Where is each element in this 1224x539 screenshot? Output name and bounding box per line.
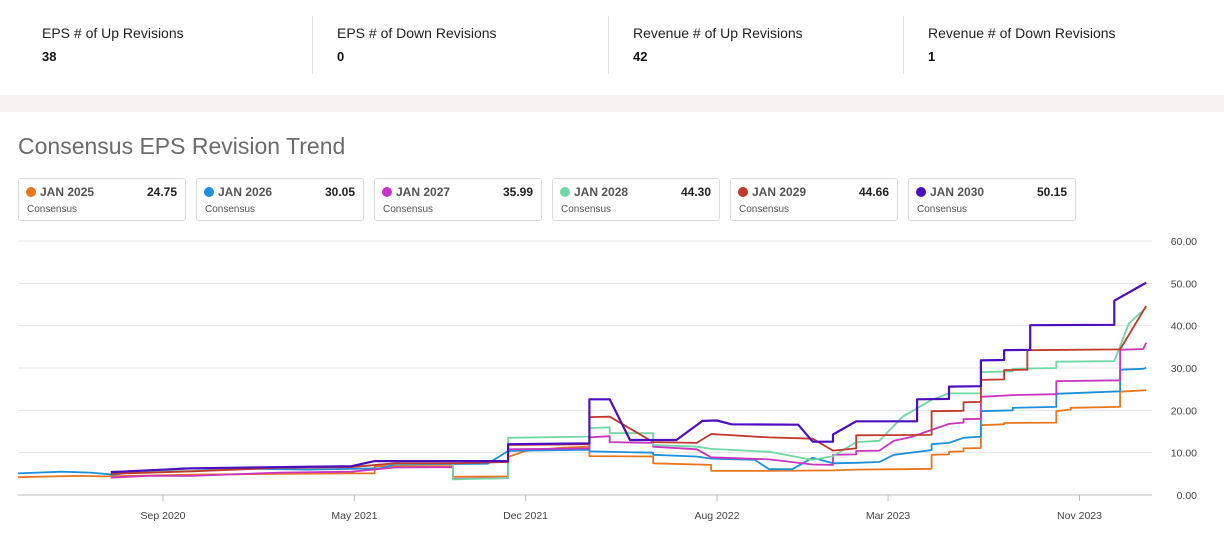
series-line-jan-2025[interactable] [17,389,1147,479]
revision-stats: EPS # of Up Revisions 38 EPS # of Down R… [0,0,1224,95]
y-tick-label: 10.00 [1171,448,1197,460]
stat-label: EPS # of Up Revisions [42,25,184,41]
legend-item-jan-2025[interactable]: JAN 2025 24.75 Consensus [18,178,186,221]
y-tick-label: 30.00 [1171,363,1197,375]
series-color-dot [916,187,926,197]
eps-down-revisions-stat: EPS # of Down Revisions 0 [312,0,608,75]
stat-value: 38 [42,49,57,64]
y-tick-label: 60.00 [1171,236,1197,248]
eps-up-revisions-stat: EPS # of Up Revisions 38 [0,0,312,75]
legend-series-value: 44.66 [858,185,889,199]
stat-divider [312,16,313,74]
x-axis-ticks: Sep 2020 May 2021 Dec 2021 Aug 2022 Mar 2023… [141,495,1102,522]
legend-series-name: JAN 2028 [574,185,629,199]
legend-series-value: 35.99 [502,185,533,199]
y-tick-label: 50.00 [1171,278,1197,290]
legend-item-jan-2030[interactable]: JAN 2030 50.15 Consensus [908,178,1076,221]
revenue-up-revisions-stat: Revenue # of Up Revisions 42 [608,0,903,75]
legend-series-value: 24.75 [146,185,177,199]
legend-series-value: 44.30 [680,185,711,199]
legend-series-sub: Consensus [917,204,968,215]
legend-series-name: JAN 2025 [40,185,95,199]
series-line-jan-2028[interactable] [110,306,1147,481]
stat-value: 1 [928,49,936,64]
revenue-down-revisions-stat: Revenue # of Down Revisions 1 [903,0,1224,75]
legend-series-sub: Consensus [205,204,256,215]
chart-title: Consensus EPS Revision Trend [18,133,346,159]
stat-label: Revenue # of Up Revisions [633,25,803,41]
section-divider-band [0,95,1224,112]
series-color-dot [560,187,570,197]
y-tick-label: 20.00 [1171,405,1197,417]
legend-series-sub: Consensus [561,204,612,215]
chart-series [17,281,1148,481]
legend-item-jan-2029[interactable]: JAN 2029 44.66 Consensus [730,178,898,221]
x-tick-label: Sep 2020 [141,510,186,522]
eps-trend-chart[interactable]: 0.00 10.00 20.00 30.00 40.00 50.00 60.00 Sep 2… [0,225,1224,539]
series-line-jan-2029[interactable] [110,305,1147,475]
series-line-jan-2030[interactable] [110,281,1147,474]
legend-series-sub: Consensus [27,204,78,215]
legend-item-jan-2028[interactable]: JAN 2028 44.30 Consensus [552,178,720,221]
stat-label: EPS # of Down Revisions [337,25,497,41]
legend-series-value: 30.05 [324,185,355,199]
x-tick-label: Nov 2023 [1057,510,1102,522]
stat-divider [608,16,609,74]
stat-value: 42 [633,49,648,64]
series-color-dot [738,187,748,197]
stat-divider [903,16,904,74]
stat-label: Revenue # of Down Revisions [928,25,1116,41]
legend-series-name: JAN 2026 [218,185,273,199]
x-tick-label: Dec 2021 [503,510,548,522]
legend-item-jan-2027[interactable]: JAN 2027 35.99 Consensus [374,178,542,221]
y-tick-label: 0.00 [1177,490,1198,502]
x-tick-label: Mar 2023 [866,510,911,522]
legend-series-name: JAN 2029 [752,185,807,199]
stat-value: 0 [337,49,345,64]
legend-series-name: JAN 2027 [396,185,451,199]
x-tick-label: May 2021 [331,510,377,522]
legend-series-sub: Consensus [383,204,434,215]
series-color-dot [382,187,392,197]
series-color-dot [26,187,36,197]
legend-series-value: 50.15 [1036,185,1067,199]
series-color-dot [204,187,214,197]
y-axis-ticks: 0.00 10.00 20.00 30.00 40.00 50.00 60.00 [1171,236,1197,502]
legend-series-name: JAN 2030 [930,185,985,199]
series-line-jan-2026[interactable] [17,366,1147,476]
legend-item-jan-2026[interactable]: JAN 2026 30.05 Consensus [196,178,364,221]
y-tick-label: 40.00 [1171,321,1197,333]
chart-gridlines [18,240,1152,496]
x-tick-label: Aug 2022 [694,510,739,522]
legend-series-sub: Consensus [739,204,790,215]
